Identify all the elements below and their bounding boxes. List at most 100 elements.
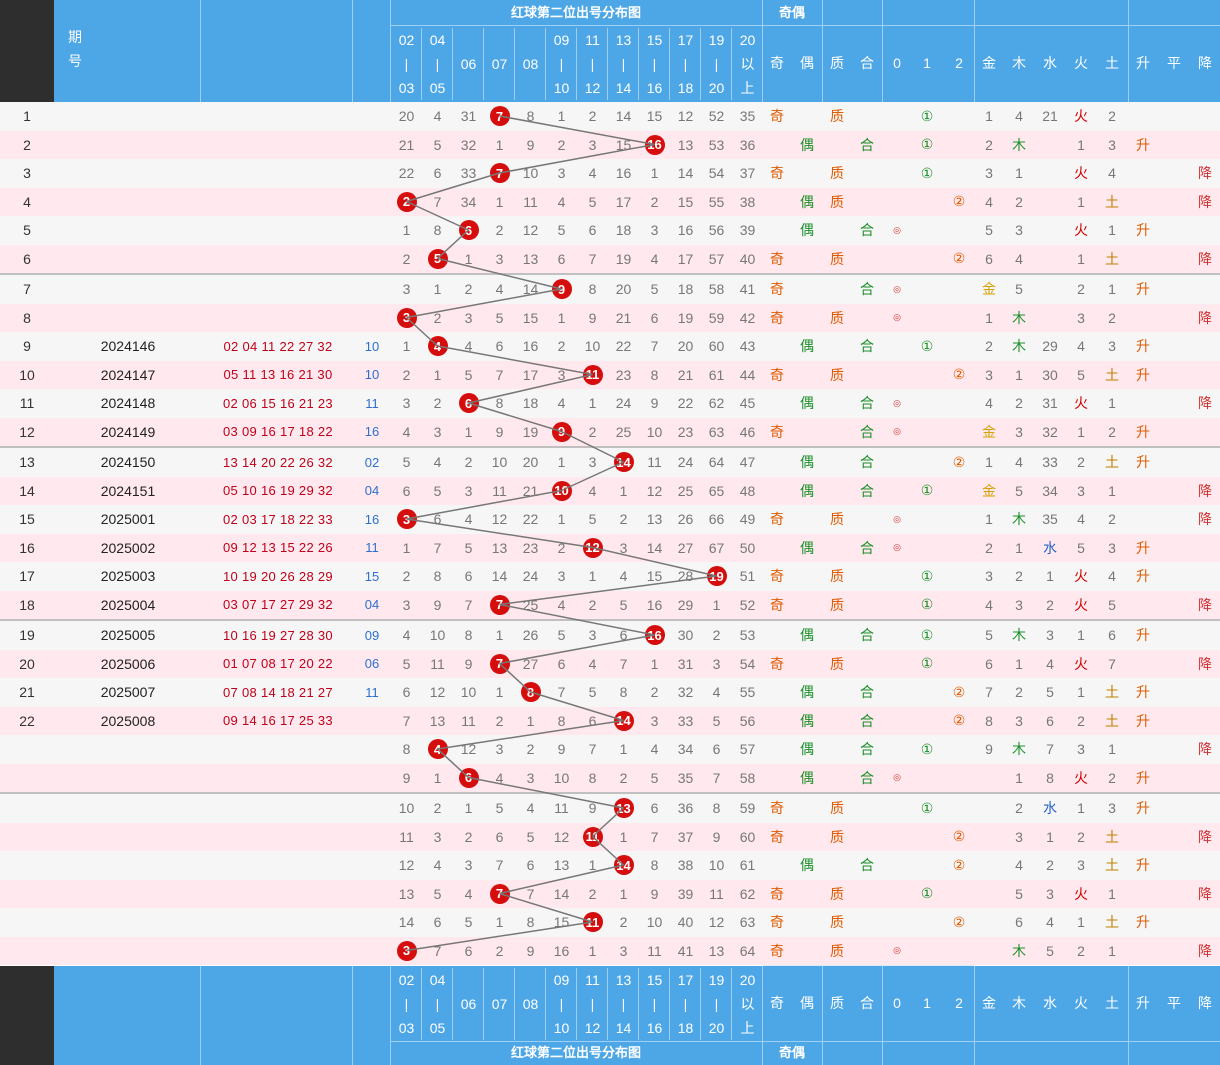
miss-count: 7 [526,885,535,902]
table-row: 15 2025001 02 03 17 18 22 33 16 6 4 12 22 1 5 2 13 2… [0,505,1220,534]
element-cell: 4 [985,395,993,412]
miss-count: 8 [588,769,597,786]
element-cell: 3 [1046,627,1054,644]
red-ball-marker: 19 [706,566,727,586]
prime-composite-label: 合 [860,395,874,412]
blue-ball-number [354,159,390,188]
miss-count: 1 [464,800,473,817]
prime-composite-label: 质 [830,165,844,182]
miss-count: 57 [708,250,725,267]
attr-header-8: 木 [1012,995,1026,1012]
miss-count: 3 [495,250,504,267]
miss-count: 19 [615,250,632,267]
row-number [0,937,54,966]
miss-count: 40 [677,914,694,931]
parity-label: 奇 [770,108,784,125]
element-cell: 2 [1015,395,1023,412]
miss-count: 39 [677,885,694,902]
element-cell: 土 [1105,857,1119,874]
miss-count: 5 [526,828,535,845]
blue-ball-number: 10 [364,338,380,354]
element-cell: 3 [1077,741,1085,758]
parity-label: 奇 [770,568,784,585]
miss-count: 4 [650,250,659,267]
miss-count: 20 [522,454,539,471]
trend-label: 降 [1198,511,1212,528]
miss-count: 1 [712,596,721,613]
element-cell: 5 [985,222,993,239]
blue-ball-number [354,188,390,217]
miss-count: 7 [650,338,659,355]
zone-header-text: | [404,996,409,1012]
table-row: 7 3 1 2 4 14 8 20 5 18 58 41 9 奇 合 ◎ 金 5 2 1 升 [0,275,1220,304]
parity-label: 偶 [800,539,814,556]
miss-count: 3 [650,222,659,239]
draw-numbers: 01 07 08 17 20 22 [223,656,333,672]
element-cell: 35 [1042,511,1058,528]
draw-numbers [204,188,352,217]
miss-count: 24 [615,395,632,412]
zone-header-text: 18 [677,1020,694,1036]
miss-count: 9 [650,885,659,902]
draw-numbers: 02 04 11 22 27 32 [223,338,333,354]
element-cell: 3 [985,568,993,585]
zone-header-text: 20 [739,32,756,48]
zone-header-2: 06 [453,28,484,100]
red-ball-marker: 4 [427,336,448,356]
attr-header-12: 升 [1136,995,1150,1012]
miss-count: 8 [557,712,566,729]
period-id: 2025003 [100,568,156,585]
zone-header-11: 20 以上 [732,968,763,1040]
table-row: 1 20 4 31 8 1 2 14 15 12 52 35 7 奇质 ① 1 4 21 火 2 [0,102,1220,131]
mod-label: ② [952,193,966,210]
prime-composite-label: 质 [830,942,844,959]
element-cell: 6 [1015,914,1023,931]
miss-count: 50 [739,539,756,556]
element-cell: 2 [1077,281,1085,298]
miss-count: 1 [526,712,535,729]
draw-numbers [204,764,352,793]
zone-header-text: 07 [491,996,508,1012]
miss-count: 14 [615,108,632,125]
prime-composite-label: 质 [830,309,844,326]
miss-count: 4 [464,511,473,528]
miss-count: 16 [677,222,694,239]
header-divider [669,28,670,100]
row-number [0,735,54,764]
element-cell: 5 [1108,596,1116,613]
miss-count: 27 [677,539,694,556]
draw-numbers [204,275,352,304]
element-cell: 1 [985,454,993,471]
miss-count: 2 [557,136,566,153]
miss-count: 4 [433,454,442,471]
zone-header-9: 17 | 18 [670,968,701,1040]
miss-count: 36 [677,800,694,817]
element-cell: 2 [1077,942,1085,959]
miss-count: 4 [433,108,442,125]
miss-count: 10 [522,165,539,182]
period-id [88,735,168,764]
row-number: 15 [19,511,35,528]
prime-composite-label: 合 [860,454,874,471]
zone-header-text: 02 [398,972,415,988]
zone-header-text: 15 [646,972,663,988]
prime-composite-label: 合 [860,539,874,556]
miss-count: 14 [646,539,663,556]
miss-count: 9 [650,395,659,412]
miss-count: 51 [739,568,756,585]
element-cell: 1 [1108,482,1116,499]
miss-count: 11 [523,193,538,210]
miss-count: 1 [557,511,566,528]
element-cell: 2 [1015,684,1023,701]
mod-label: ① [920,885,934,902]
element-cell: 火 [1074,395,1088,412]
row-number: 5 [23,222,31,239]
miss-count: 4 [588,482,597,499]
element-cell: 4 [985,596,993,613]
zone-header-text: 08 [522,56,539,72]
attr-header-4: 0 [893,995,901,1012]
miss-count: 2 [650,193,659,210]
miss-count: 2 [495,222,504,239]
element-cell: 6 [1108,627,1116,644]
miss-count: 4 [464,338,473,355]
